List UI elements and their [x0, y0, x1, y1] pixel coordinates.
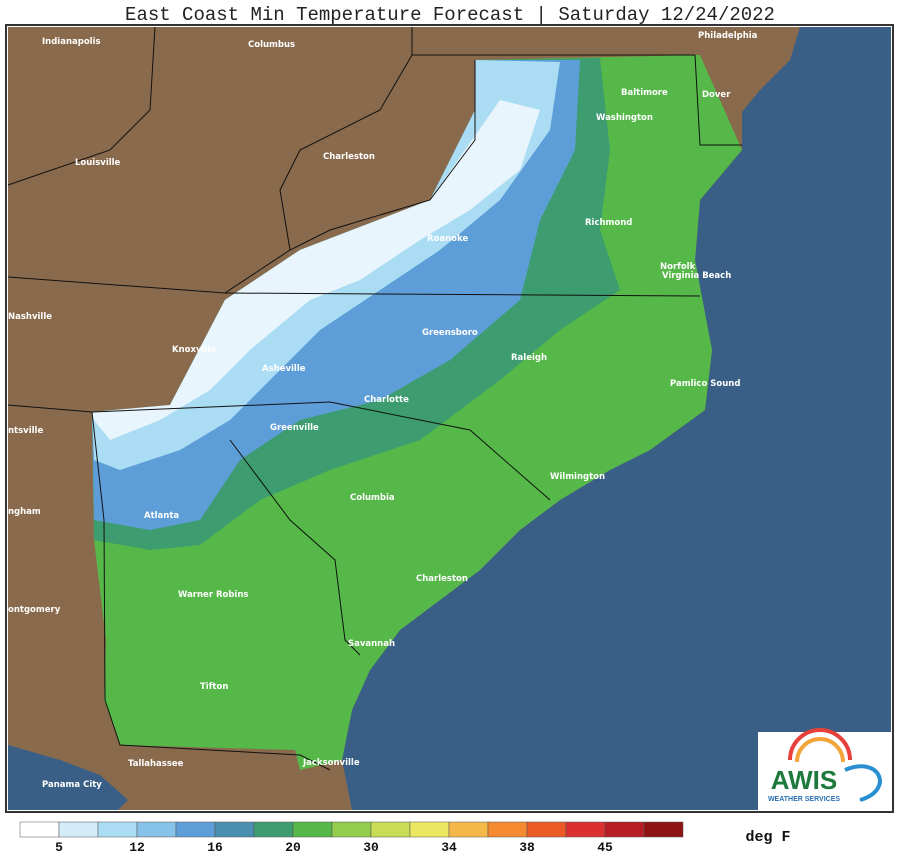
legend-unit: deg F [745, 829, 790, 846]
title: East Coast Min Temperature Forecast | Sa… [125, 4, 775, 26]
city-label: ontgomery [8, 605, 61, 615]
legend-tick-label: 45 [597, 840, 613, 855]
gulf [8, 745, 128, 810]
logo-arc [795, 737, 845, 763]
city-label: Jacksonville [302, 758, 360, 768]
city-label: Virginia Beach [662, 271, 731, 281]
city-label: Tifton [200, 682, 228, 692]
legend-swatch [214, 821, 255, 838]
city-label: Pamlico Sound [670, 379, 740, 389]
city-label: ntsville [8, 426, 43, 436]
city-label: Raleigh [511, 353, 547, 363]
white-zone [92, 100, 540, 440]
city-label: Roanoke [427, 234, 468, 244]
legend-swatch [526, 821, 567, 838]
border [224, 60, 476, 294]
city-label: Washington [596, 113, 653, 123]
legend-swatch [487, 821, 528, 838]
legend-swatch [448, 821, 489, 838]
city-label: Charleston [416, 574, 468, 584]
city-label: Indianapolis [42, 37, 101, 47]
city-label: Norfolk [660, 262, 696, 272]
logo-subtitle: WEATHER SERVICES [768, 796, 840, 803]
legend-tick-label: 5 [55, 840, 63, 855]
legend-swatch [565, 821, 606, 838]
city-label: Greensboro [422, 328, 478, 338]
border [694, 54, 742, 146]
legend-tick-label: 38 [519, 840, 535, 855]
city-label: Knoxville [172, 345, 216, 355]
city-label: Warner Robins [178, 590, 248, 600]
border [229, 439, 361, 656]
city-label: Savannah [348, 639, 395, 649]
city-label: Charlotte [364, 395, 409, 405]
city-label: Columbus [248, 40, 295, 50]
logo: AWIS WEATHER SERVICES [758, 728, 893, 810]
border [279, 54, 413, 251]
legend-tick-label: 30 [363, 840, 379, 855]
city-label: ngham [8, 507, 41, 517]
city-label: Atlanta [144, 511, 179, 521]
city-labels: Indianapolis Columbus Philadelphia Baltimor… [8, 31, 758, 790]
city-label: Nashville [8, 312, 52, 322]
border [224, 292, 701, 297]
city-label: Baltimore [621, 88, 668, 98]
city-label: Greenville [270, 423, 319, 433]
city-label: Charleston [323, 152, 375, 162]
state-lines [7, 26, 742, 771]
legend-tick-label: 20 [285, 840, 301, 855]
legend-tick-label: 34 [441, 840, 457, 855]
border [7, 404, 93, 413]
legend-swatch [136, 821, 177, 838]
frame [5, 24, 894, 813]
border [7, 26, 156, 186]
legend: 5 12 16 20 30 34 38 45 [19, 821, 684, 855]
logo-arc [788, 728, 852, 761]
legend-swatch [331, 821, 372, 838]
city-label: Columbia [350, 493, 395, 503]
legend-swatch [409, 821, 450, 838]
legend-swatch [292, 821, 333, 838]
map: Indianapolis Columbus Philadelphia Baltimor… [7, 26, 891, 810]
legend-swatch [19, 821, 60, 838]
city-label: Louisville [75, 158, 121, 168]
legend-swatch [58, 821, 99, 838]
city-label: Panama City [42, 780, 102, 790]
logo-name: AWIS [771, 765, 837, 795]
legend-swatch [253, 821, 294, 838]
border [7, 276, 226, 294]
border [91, 401, 551, 501]
city-label: Tallahassee [128, 759, 184, 769]
legend-swatch [604, 821, 645, 838]
city-label: Philadelphia [698, 31, 758, 41]
border [91, 411, 331, 771]
legend-swatch [175, 821, 216, 838]
legend-swatch [97, 821, 138, 838]
city-label: Asheville [262, 364, 306, 374]
logo-swirl [844, 764, 882, 802]
legend-swatch [370, 821, 411, 838]
legend-tick-label: 12 [129, 840, 145, 855]
legend-swatch [643, 821, 684, 838]
city-label: Dover [702, 90, 731, 100]
city-label: Wilmington [550, 472, 605, 482]
legend-tick-label: 16 [207, 840, 223, 855]
city-label: Richmond [585, 218, 632, 228]
